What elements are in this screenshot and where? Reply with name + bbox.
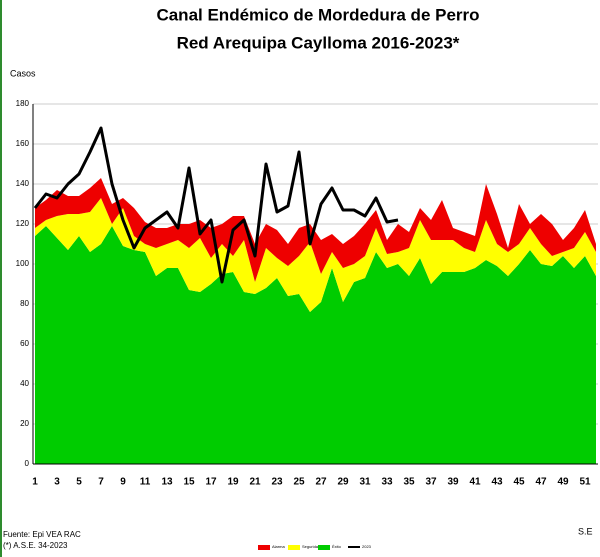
x-axis-title: S.E [578,526,593,536]
x-tick-label: 19 [227,477,239,488]
y-tick-label: 80 [20,299,29,308]
y-axis-title: Casos [10,68,36,78]
y-tick-label: 100 [16,259,30,268]
y-tick-label: 180 [16,99,30,108]
area [35,198,596,312]
x-tick-label: 23 [271,477,283,488]
line [33,126,399,284]
series-layer [35,178,596,464]
y-tick-label: 60 [20,339,29,348]
x-tick-label: 25 [293,477,305,488]
area [35,178,596,282]
y-tick-label: 0 [25,459,30,468]
x-tick-label: 29 [337,477,349,488]
legend-label: Alarma [272,544,285,549]
x-tick-label: 15 [183,477,195,488]
x-tick-label: 41 [469,477,481,488]
y-tick-label: 140 [16,179,30,188]
x-tick-label: 47 [535,477,547,488]
x-tick-label: 13 [161,477,173,488]
x-tick-label: 7 [98,477,104,488]
legend-swatch [258,545,270,550]
y-tick-label: 20 [20,419,29,428]
x-tick-label: 17 [205,477,217,488]
x-tick-label: 33 [381,477,393,488]
legend-swatch [318,545,330,550]
x-tick-label: 35 [403,477,415,488]
x-tick-label: 27 [315,477,327,488]
y-tick-label: 40 [20,379,29,388]
x-tick-label: 45 [513,477,525,488]
x-tick-label: 51 [579,477,591,488]
x-tick-label: 9 [120,477,126,488]
x-tick-label: 43 [491,477,503,488]
legend-label: 2023 [362,544,372,549]
x-tick-label: 3 [54,477,60,488]
x-tick-label: 1 [32,477,38,488]
area [35,226,596,464]
legend-label: Éxito [332,544,342,549]
x-tick-label: 39 [447,477,459,488]
x-tick-label: 11 [140,477,151,488]
source: Fuente: Epi VEA RAC [3,530,81,539]
x-tick-label: 49 [557,477,569,488]
y-tick-label: 120 [16,219,30,228]
y-tick-label: 160 [16,139,30,148]
chart-subtitle: Red Arequipa Caylloma 2016-2023* [177,33,460,52]
x-tick-label: 5 [76,477,82,488]
legend-swatch [288,545,300,550]
note: (*) A.S.E. 34-2023 [3,541,68,550]
x-tick-label: 31 [359,477,371,488]
x-tick-label: 21 [249,477,261,488]
legend-label: Seguridad [302,544,320,549]
chart-title: Canal Endémico de Mordedura de Perro [156,5,479,24]
x-tick-label: 37 [425,477,437,488]
